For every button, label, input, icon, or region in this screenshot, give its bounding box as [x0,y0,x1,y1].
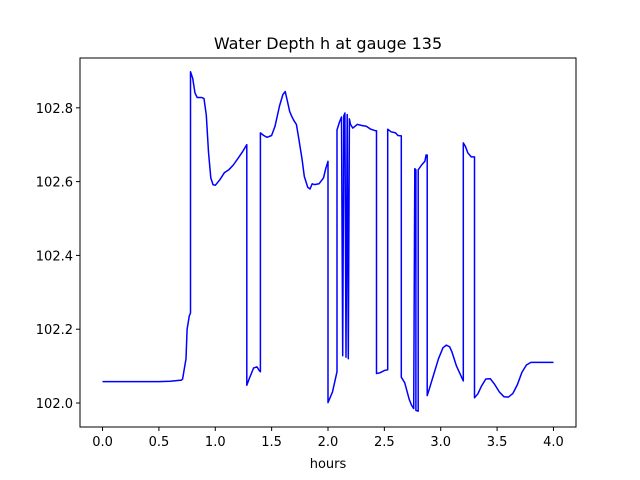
x-tick-label: 0.0 [92,435,113,450]
x-tick-label: 4.0 [543,435,564,450]
x-tick-label: 3.5 [487,435,508,450]
y-axis: 102.0 102.2 102.4 102.6 102.8 [36,102,80,412]
x-tick-label: 0.5 [149,435,170,450]
y-tick-label: 102.8 [36,102,73,117]
y-tick-label: 102.4 [36,249,73,264]
x-tick-label: 3.0 [430,435,451,450]
x-tick-label: 1.5 [261,435,282,450]
y-tick-label: 102.6 [36,176,73,191]
x-tick-label: 2.0 [318,435,339,450]
x-axis-label: hours [310,457,347,472]
x-tick-label: 1.0 [205,435,226,450]
y-tick-label: 102.0 [36,397,73,412]
y-tick-label: 102.2 [36,323,73,338]
chart-title: Water Depth h at gauge 135 [214,34,442,53]
x-tick-label: 2.5 [374,435,395,450]
x-axis: 0.0 0.5 1.0 1.5 2.0 2.5 3.0 3.5 4.0 [92,427,564,450]
series-line [102,70,554,412]
